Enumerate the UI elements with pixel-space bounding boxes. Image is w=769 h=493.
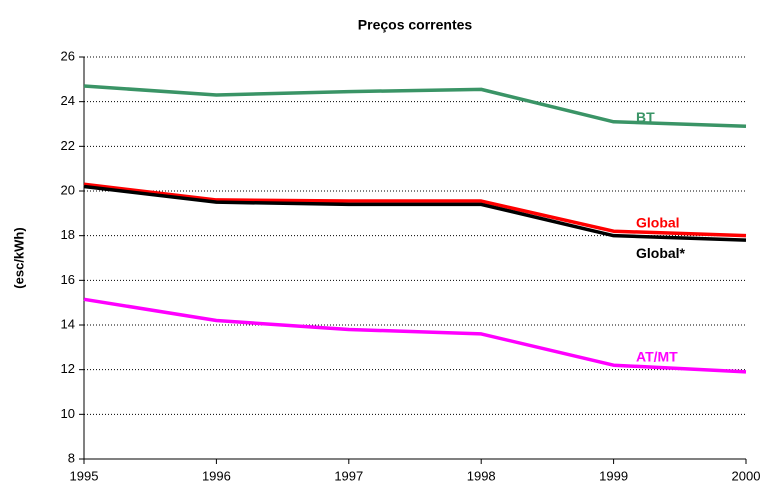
chart-title: Preços correntes [358,17,473,33]
series-label: Global* [636,245,686,261]
series-label: BT [636,109,655,125]
x-tick-label: 1997 [334,468,363,483]
series-line [83,297,747,374]
series-line [83,184,747,242]
x-tick-label: 1998 [467,468,496,483]
series-line [83,182,747,238]
y-tick-label: 18 [61,227,75,242]
x-tick-label: 1996 [202,468,231,483]
series-line [83,84,747,128]
series-label: Global [636,214,680,230]
y-tick-label: 26 [61,48,75,63]
y-tick-label: 12 [61,361,75,376]
y-tick-label: 8 [68,450,75,465]
y-tick-label: 16 [61,272,75,287]
x-tick-label: 2000 [732,468,761,483]
series-label: AT/MT [636,349,678,365]
y-tick-label: 14 [61,316,75,331]
x-tick-label: 1999 [599,468,628,483]
y-tick-label: 20 [61,182,75,197]
x-tick-label: 1995 [70,468,99,483]
y-tick-label: 22 [61,138,75,153]
y-axis-label: (esc/kWh) [11,227,26,288]
y-tick-label: 10 [61,406,75,421]
y-tick-label: 24 [61,93,75,108]
